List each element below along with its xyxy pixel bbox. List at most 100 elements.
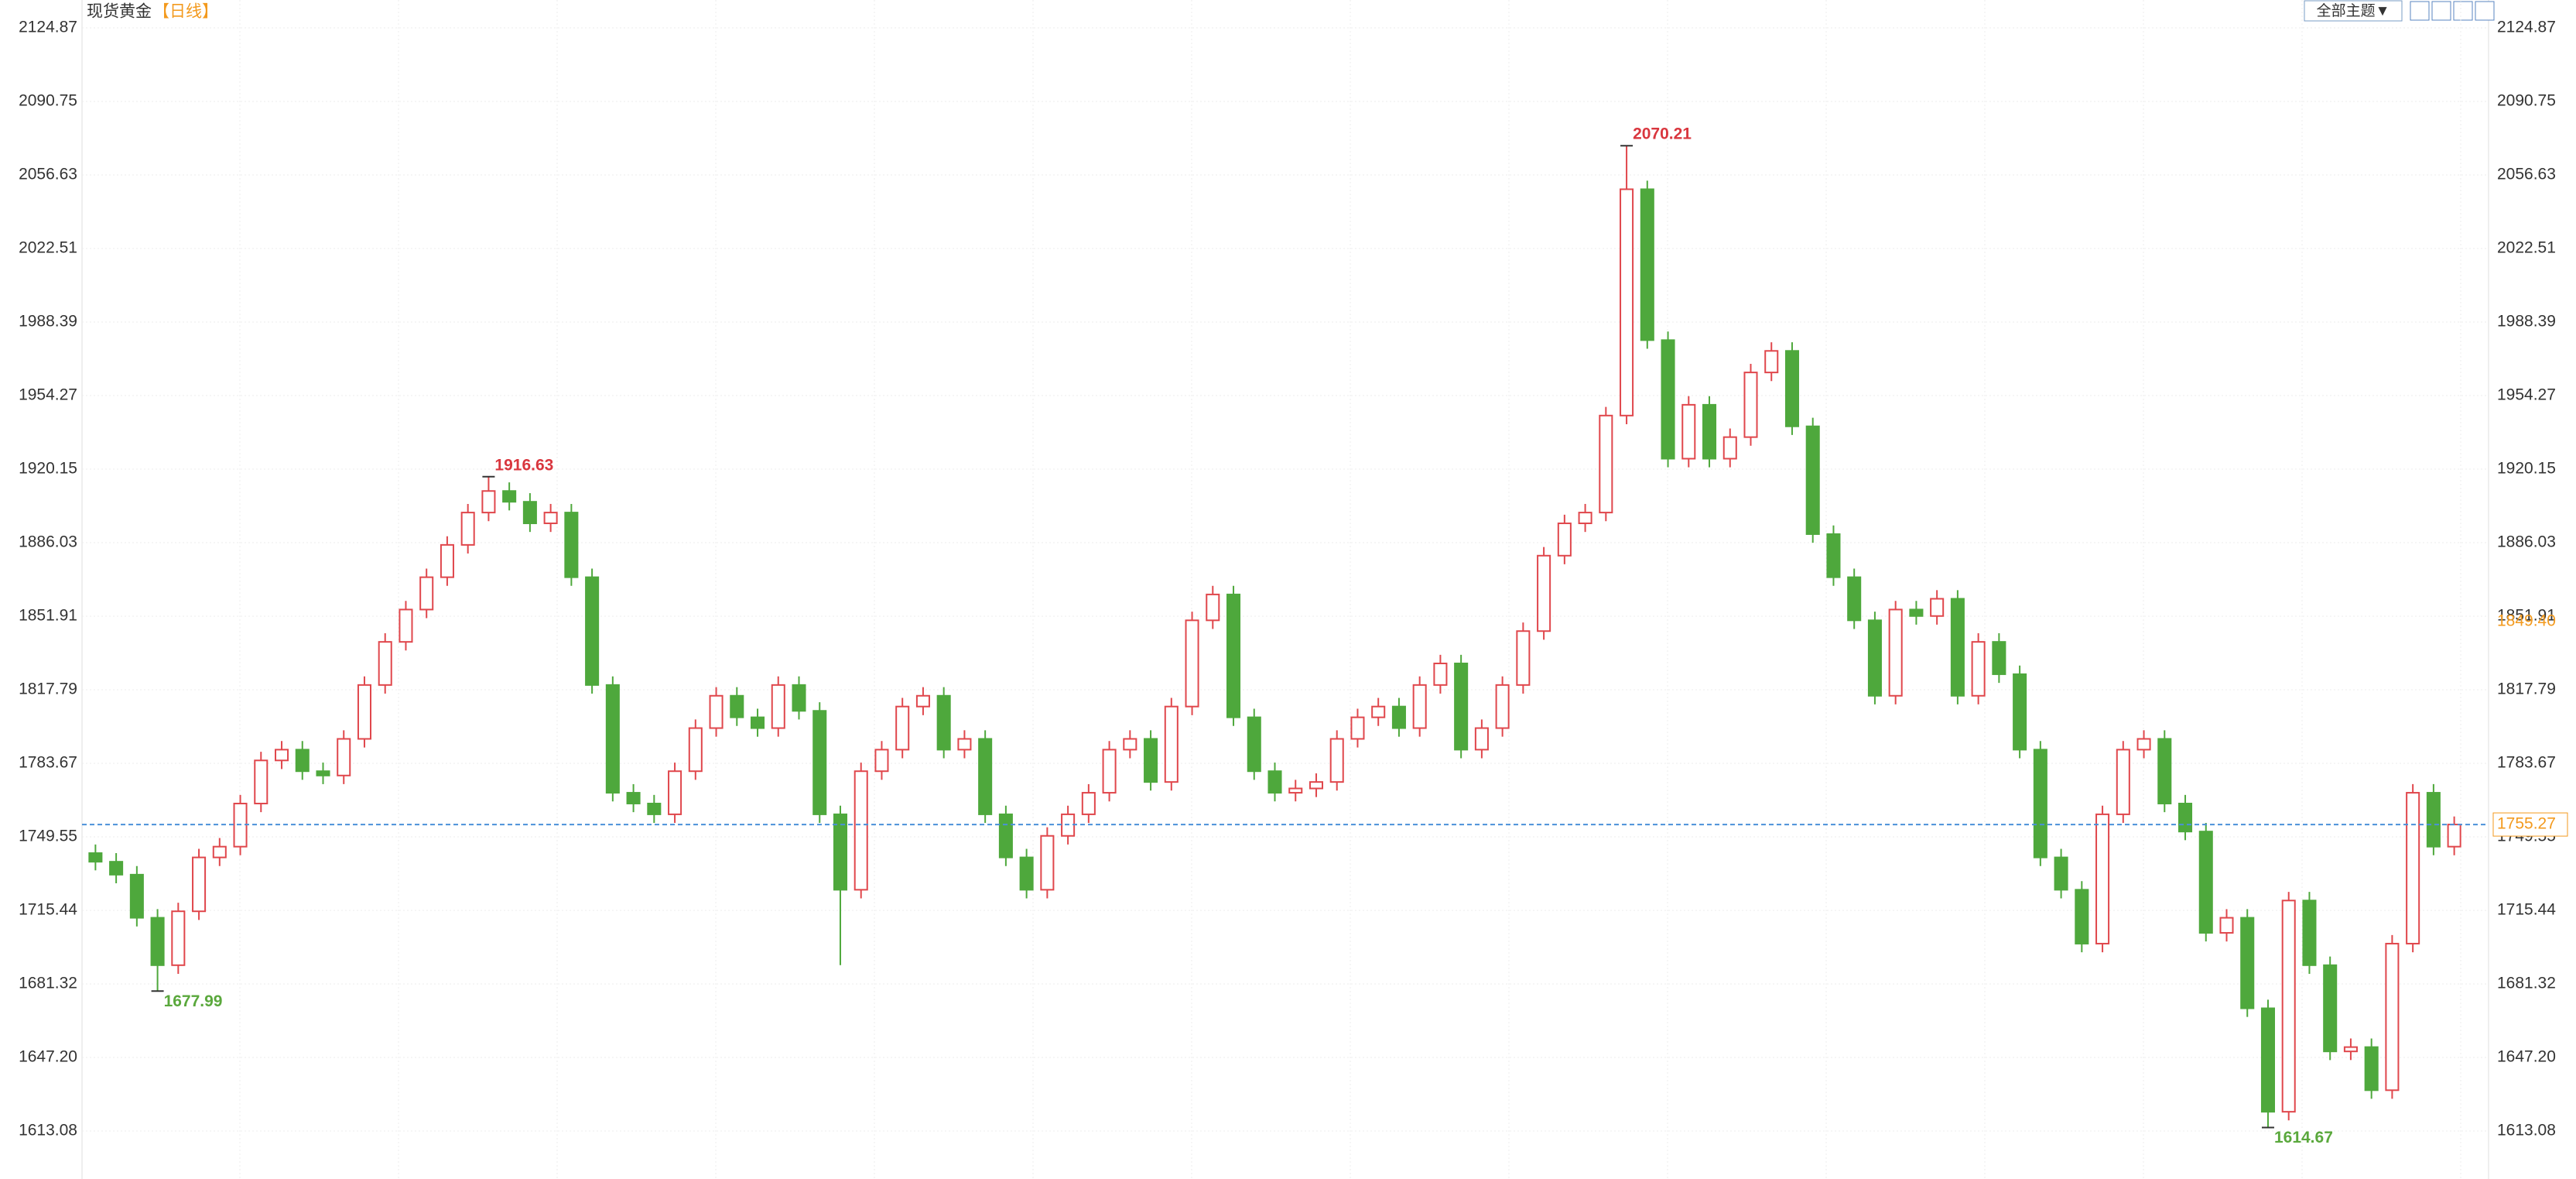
y-tick-label-right: 2090.75 bbox=[2497, 92, 2556, 110]
candle-body bbox=[1826, 533, 1841, 578]
candle-body bbox=[399, 608, 413, 643]
candle-body bbox=[275, 749, 289, 762]
tool-icon[interactable] bbox=[2453, 1, 2473, 21]
theme-button[interactable]: 全部主题▼ bbox=[2317, 2, 2390, 19]
candle-body bbox=[792, 684, 806, 712]
candle-body bbox=[1909, 608, 1924, 617]
candle-body bbox=[212, 845, 227, 859]
candle-body bbox=[2426, 792, 2441, 848]
candle-body bbox=[957, 738, 972, 751]
candle-body bbox=[1599, 414, 1613, 514]
indicator-label: 1849.40 bbox=[2497, 612, 2556, 630]
candle-body bbox=[440, 543, 454, 578]
candle-body bbox=[1888, 608, 1903, 697]
y-tick-label: 1715.44 bbox=[19, 901, 77, 919]
tool-icon[interactable] bbox=[2431, 1, 2451, 21]
candle-body bbox=[812, 710, 827, 815]
candle-body bbox=[295, 749, 310, 773]
candle-body bbox=[2385, 942, 2400, 1092]
candle-body bbox=[1681, 403, 1696, 460]
tool-icon[interactable] bbox=[2410, 1, 2430, 21]
candle-body bbox=[2116, 749, 2130, 815]
y-tick-label-right: 2022.51 bbox=[2497, 239, 2556, 257]
candle-body bbox=[936, 694, 951, 751]
candle-body bbox=[1867, 619, 1882, 697]
candle-body bbox=[1764, 350, 1779, 374]
candle-body bbox=[192, 856, 207, 913]
tool-icon[interactable] bbox=[2475, 1, 2495, 21]
candle-body bbox=[1516, 630, 1531, 686]
candle-body bbox=[1350, 716, 1365, 740]
y-tick-label-right: 2124.87 bbox=[2497, 19, 2556, 36]
low-label: 1614.67 bbox=[2274, 1129, 2333, 1146]
candle-body bbox=[129, 873, 144, 919]
y-tick-label: 1817.79 bbox=[19, 680, 77, 698]
candle-body bbox=[647, 802, 662, 815]
candle-body bbox=[1412, 684, 1427, 729]
candle-body bbox=[874, 749, 889, 773]
candle-body bbox=[1329, 738, 1344, 783]
candle-body bbox=[2219, 917, 2234, 934]
chart-subtitle: 【日线】 bbox=[153, 3, 218, 21]
y-tick-label: 2124.87 bbox=[19, 19, 77, 36]
candle-body bbox=[1144, 738, 1158, 783]
candle-body bbox=[2240, 917, 2255, 1009]
y-tick-label-right: 1681.32 bbox=[2497, 975, 2556, 992]
y-tick-label-right: 1851.91 bbox=[2497, 607, 2556, 625]
candle-body bbox=[915, 694, 930, 708]
y-tick-label-right: 1817.79 bbox=[2497, 680, 2556, 698]
y-tick-label-right: 1715.44 bbox=[2497, 901, 2556, 919]
y-tick-label-right: 1920.15 bbox=[2497, 460, 2556, 478]
y-tick-label-right: 2056.63 bbox=[2497, 166, 2556, 183]
price-label-box bbox=[2492, 812, 2568, 837]
y-tick-label: 1613.08 bbox=[19, 1122, 77, 1140]
candle-body bbox=[1537, 554, 1551, 632]
candle-body bbox=[2157, 738, 2172, 804]
candle-body bbox=[1702, 403, 1717, 460]
candle-body bbox=[854, 770, 868, 891]
y-tick-label: 1920.15 bbox=[19, 460, 77, 478]
candle-body bbox=[1371, 705, 1386, 718]
candle-body bbox=[1454, 663, 1469, 751]
candle-body bbox=[751, 716, 765, 729]
candle-body bbox=[1433, 663, 1448, 686]
candle-body bbox=[357, 684, 371, 740]
candle-body bbox=[1578, 512, 1592, 525]
candle-body bbox=[1661, 339, 1675, 460]
candle-body bbox=[771, 684, 785, 729]
theme-button-box[interactable] bbox=[2304, 0, 2403, 22]
y-tick-label: 1851.91 bbox=[19, 607, 77, 625]
candle-body bbox=[668, 770, 682, 815]
candle-body bbox=[460, 512, 475, 546]
y-tick-label-right: 1647.20 bbox=[2497, 1048, 2556, 1066]
candle-body bbox=[998, 813, 1013, 859]
y-tick-label-right: 1783.67 bbox=[2497, 754, 2556, 772]
candle-body bbox=[2406, 792, 2420, 944]
price-label: 1755.27 bbox=[2497, 815, 2556, 833]
y-tick-label: 1988.39 bbox=[19, 313, 77, 331]
candle-body bbox=[1164, 705, 1179, 783]
candle-body bbox=[2302, 900, 2317, 966]
candle-body bbox=[316, 770, 330, 776]
candle-body bbox=[1930, 598, 1945, 617]
candle-body bbox=[1722, 436, 1737, 460]
candle-body bbox=[1185, 619, 1199, 708]
candle-body bbox=[1743, 372, 1758, 438]
candle-body bbox=[585, 576, 600, 686]
candle-body bbox=[709, 694, 724, 729]
candle-body bbox=[1495, 684, 1510, 729]
candle-body bbox=[2054, 856, 2068, 891]
y-tick-label-right: 1886.03 bbox=[2497, 533, 2556, 551]
y-tick-label-right: 1954.27 bbox=[2497, 386, 2556, 404]
y-tick-label: 2056.63 bbox=[19, 166, 77, 183]
chart-title: 现货黄金 bbox=[87, 3, 152, 21]
candle-body bbox=[337, 738, 351, 776]
candle-body bbox=[1247, 716, 1261, 773]
candle-body bbox=[1102, 749, 1117, 794]
candle-body bbox=[1557, 523, 1572, 557]
candle-body bbox=[730, 694, 744, 718]
candle-body bbox=[1123, 738, 1137, 751]
candle-body bbox=[895, 705, 910, 751]
candle-body bbox=[1226, 593, 1241, 718]
